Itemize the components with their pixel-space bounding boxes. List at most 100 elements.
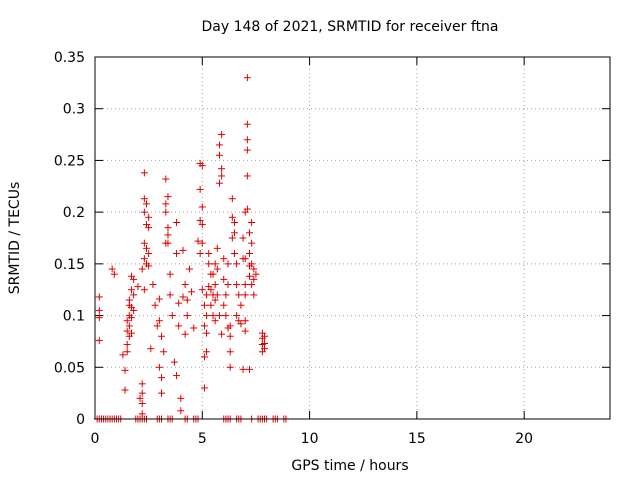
data-point (209, 312, 217, 320)
data-point (233, 281, 241, 289)
data-point (248, 281, 256, 289)
data-point (243, 74, 251, 82)
data-point (241, 291, 249, 299)
y-tick-label: 0 (76, 412, 85, 428)
data-point (250, 275, 258, 283)
data-point (220, 275, 228, 283)
data-point (188, 288, 196, 296)
data-point (218, 172, 226, 180)
data-point (230, 229, 238, 237)
data-point (95, 314, 103, 322)
data-point (173, 372, 181, 380)
data-point (226, 348, 234, 356)
data-point (158, 332, 166, 340)
y-tick-label: 0.35 (54, 50, 85, 66)
data-point (123, 327, 131, 335)
y-tick-label: 0.2 (63, 205, 85, 221)
data-point (246, 250, 253, 258)
data-point (95, 336, 103, 344)
data-point (121, 366, 129, 374)
data-point (140, 169, 148, 177)
y-axis-label: SRMTID / TECUs (7, 182, 23, 295)
data-point (162, 208, 170, 216)
data-point (138, 399, 146, 407)
data-point (198, 221, 206, 229)
data-point (138, 265, 146, 273)
data-point (166, 291, 174, 299)
data-point (226, 322, 234, 330)
data-point (145, 224, 153, 232)
data-point (203, 312, 211, 320)
data-point (215, 179, 223, 187)
data-point (183, 296, 191, 304)
data-point (196, 250, 204, 258)
data-point (226, 332, 234, 340)
data-point (155, 363, 163, 371)
x-tick-label: 0 (91, 431, 100, 447)
data-point (215, 141, 223, 149)
data-point (196, 216, 204, 224)
data-point (198, 203, 206, 211)
data-point (250, 291, 258, 299)
data-point (205, 250, 213, 258)
data-point (190, 324, 198, 332)
data-point (155, 317, 163, 325)
data-point (246, 272, 253, 280)
data-point (243, 205, 251, 213)
data-point (158, 389, 166, 397)
data-point (243, 136, 251, 144)
data-point (211, 260, 219, 268)
data-point (211, 281, 219, 289)
data-point (140, 239, 148, 247)
data-point (243, 120, 251, 128)
data-point (145, 262, 153, 270)
data-point (181, 281, 189, 289)
data-point (250, 265, 258, 273)
data-point (130, 291, 138, 299)
data-point (194, 237, 202, 245)
data-point (248, 239, 256, 247)
data-point (226, 363, 234, 371)
y-tick-label: 0.05 (54, 360, 85, 376)
data-point (200, 384, 208, 392)
data-point (243, 146, 251, 154)
data-point (200, 353, 208, 361)
data-point (203, 329, 211, 337)
data-point (243, 172, 251, 180)
grid-lines (95, 57, 610, 419)
data-point (203, 291, 211, 299)
data-point (125, 322, 133, 330)
y-tick-label: 0.25 (54, 153, 85, 169)
data-point (127, 314, 135, 322)
data-point (200, 322, 208, 330)
data-point (222, 291, 230, 299)
data-point (173, 218, 181, 226)
y-tick-label: 0.3 (63, 102, 85, 118)
data-point (220, 301, 228, 309)
data-point (218, 131, 226, 139)
data-point (235, 291, 243, 299)
data-point (213, 265, 221, 273)
data-point (198, 286, 206, 294)
data-point (207, 301, 215, 309)
data-point (220, 255, 228, 263)
data-point (207, 286, 215, 294)
data-point (196, 185, 204, 193)
data-point (123, 348, 131, 356)
data-point (136, 394, 144, 402)
data-point (211, 317, 219, 325)
data-point (151, 301, 159, 309)
data-point (198, 162, 206, 170)
data-point (164, 231, 172, 239)
x-tick-label: 10 (301, 431, 319, 447)
y-tick-label: 0.1 (63, 309, 85, 325)
data-point (224, 260, 232, 268)
data-point (155, 295, 163, 303)
data-point (185, 265, 193, 273)
data-point (228, 195, 236, 203)
data-point (239, 234, 247, 242)
data-point (177, 407, 185, 415)
data-point (130, 275, 138, 283)
x-tick-label: 5 (198, 431, 207, 447)
